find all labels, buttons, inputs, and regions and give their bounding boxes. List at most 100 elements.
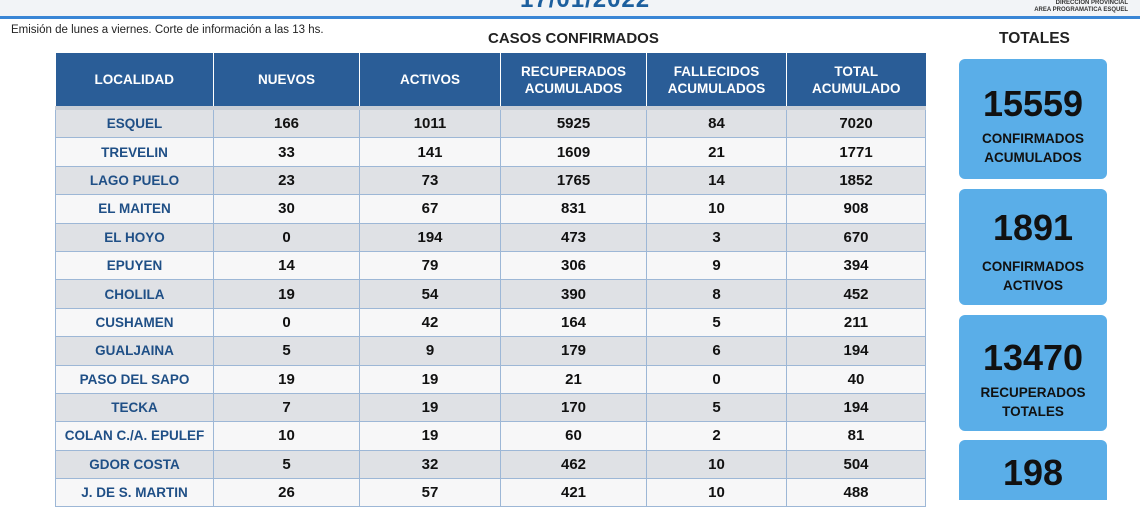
value-cell: 306 [500, 250, 647, 281]
value-cell: 7 [213, 392, 360, 423]
value-cell: 6 [646, 336, 787, 366]
value-cell: 5 [646, 392, 787, 423]
col-header-nuevos: NUEVOS [213, 53, 360, 108]
table-row: TREVELIN 33 141 1609 21 1771 [55, 137, 926, 167]
col-header-fallecidos: FALLECIDOS ACUMULADOS [646, 53, 787, 108]
value-cell: 19 [359, 364, 501, 394]
localidad-cell: GDOR COSTA [55, 449, 214, 480]
value-cell: 473 [500, 222, 647, 252]
org-label: DIRECCION PROVINCIAL AREA PROGRAMATICA E… [1034, 0, 1128, 14]
localidad-cell: CHOLILA [55, 279, 214, 309]
value-cell: 488 [786, 478, 926, 507]
value-cell: 54 [359, 279, 501, 309]
value-cell: 10 [646, 194, 787, 224]
total-label: ACUMULADOS [984, 150, 1082, 165]
value-cell: 21 [646, 137, 787, 167]
value-cell: 32 [359, 449, 501, 480]
localidad-cell: PASO DEL SAPO [55, 364, 214, 394]
table-row: EL HOYO 0 194 473 3 670 [55, 222, 926, 252]
value-cell: 0 [213, 222, 360, 252]
total-label: CONFIRMADOS [982, 131, 1084, 146]
table-row: GDOR COSTA 5 32 462 10 504 [55, 449, 926, 480]
value-cell: 19 [359, 421, 501, 451]
value-cell: 19 [359, 392, 501, 423]
total-label: CONFIRMADOS [982, 259, 1084, 274]
value-cell: 194 [786, 392, 926, 423]
value-cell: 170 [500, 392, 647, 423]
table-row: PASO DEL SAPO 19 19 21 0 40 [55, 364, 926, 394]
value-cell: 421 [500, 478, 647, 507]
value-cell: 908 [786, 194, 926, 224]
value-cell: 831 [500, 194, 647, 224]
value-cell: 79 [359, 250, 501, 281]
value-cell: 5 [646, 307, 787, 338]
value-cell: 1765 [500, 165, 647, 196]
table-row: LAGO PUELO 23 73 1765 14 1852 [55, 165, 926, 196]
value-cell: 14 [213, 250, 360, 281]
value-cell: 452 [786, 279, 926, 309]
top-banner: 17/01/2022 DIRECCION PROVINCIAL AREA PRO… [0, 0, 1140, 19]
table-row: CUSHAMEN 0 42 164 5 211 [55, 307, 926, 338]
value-cell: 194 [786, 336, 926, 366]
table-row: TECKA 7 19 170 5 194 [55, 392, 926, 423]
value-cell: 211 [786, 307, 926, 338]
value-cell: 84 [646, 106, 787, 139]
value-cell: 504 [786, 449, 926, 480]
localidad-cell: ESQUEL [55, 106, 214, 139]
total-box-fallecidos: 198 [959, 440, 1107, 500]
localidad-cell: TREVELIN [55, 137, 214, 167]
value-cell: 670 [786, 222, 926, 252]
value-cell: 462 [500, 449, 647, 480]
col-header-localidad: LOCALIDAD [55, 53, 214, 108]
emission-note: Emisión de lunes a viernes. Corte de inf… [11, 24, 324, 36]
col-header-activos: ACTIVOS [359, 53, 501, 108]
cases-table: LOCALIDAD NUEVOS ACTIVOS RECUPERADOS ACUM… [55, 53, 926, 507]
table-row: COLAN C./A. EPULEF 10 19 60 2 81 [55, 421, 926, 451]
value-cell: 1852 [786, 165, 926, 196]
table-header-row: LOCALIDAD NUEVOS ACTIVOS RECUPERADOS ACUM… [55, 53, 926, 108]
org-line: DIRECCION PROVINCIAL [1055, 0, 1128, 6]
value-cell: 5 [213, 449, 360, 480]
value-cell: 164 [500, 307, 647, 338]
value-cell: 26 [213, 478, 360, 507]
totales-title: TOTALES [999, 30, 1070, 47]
value-cell: 1011 [359, 106, 501, 139]
table-row: EL MAITEN 30 67 831 10 908 [55, 194, 926, 224]
value-cell: 5925 [500, 106, 647, 139]
org-line: AREA PROGRAMATICA ESQUEL [1034, 7, 1128, 13]
total-value: 15559 [982, 83, 1084, 124]
value-cell: 3 [646, 222, 787, 252]
total-label: RECUPERADOS [980, 385, 1086, 400]
value-cell: 21 [500, 364, 647, 394]
value-cell: 2 [646, 421, 787, 451]
value-cell: 394 [786, 250, 926, 281]
table-row: ESQUEL 166 1011 5925 84 7020 [55, 106, 926, 139]
value-cell: 9 [646, 250, 787, 281]
localidad-cell: EL MAITEN [55, 194, 214, 224]
report-date: 17/01/2022 [520, 0, 650, 14]
value-cell: 0 [213, 307, 360, 338]
value-cell: 10 [213, 421, 360, 451]
col-header-total: TOTAL ACUMULADO [786, 53, 926, 108]
value-cell: 10 [646, 449, 787, 480]
value-cell: 60 [500, 421, 647, 451]
total-value: 13470 [982, 337, 1084, 378]
value-cell: 30 [213, 194, 360, 224]
value-cell: 0 [646, 364, 787, 394]
value-cell: 14 [646, 165, 787, 196]
value-cell: 9 [359, 336, 501, 366]
value-cell: 42 [359, 307, 501, 338]
value-cell: 67 [359, 194, 501, 224]
total-box-confirmados-acumulados: 15559 CONFIRMADOS ACUMULADOS [959, 59, 1107, 179]
col-header-recuperados: RECUPERADOS ACUMULADOS [500, 53, 647, 108]
value-cell: 179 [500, 336, 647, 366]
value-cell: 5 [213, 336, 360, 366]
localidad-cell: COLAN C./A. EPULEF [55, 421, 214, 451]
value-cell: 1609 [500, 137, 647, 167]
localidad-cell: TECKA [55, 392, 214, 423]
value-cell: 81 [786, 421, 926, 451]
localidad-cell: LAGO PUELO [55, 165, 214, 196]
value-cell: 57 [359, 478, 501, 507]
total-box-recuperados-totales: 13470 RECUPERADOS TOTALES [959, 315, 1107, 431]
value-cell: 7020 [786, 106, 926, 139]
